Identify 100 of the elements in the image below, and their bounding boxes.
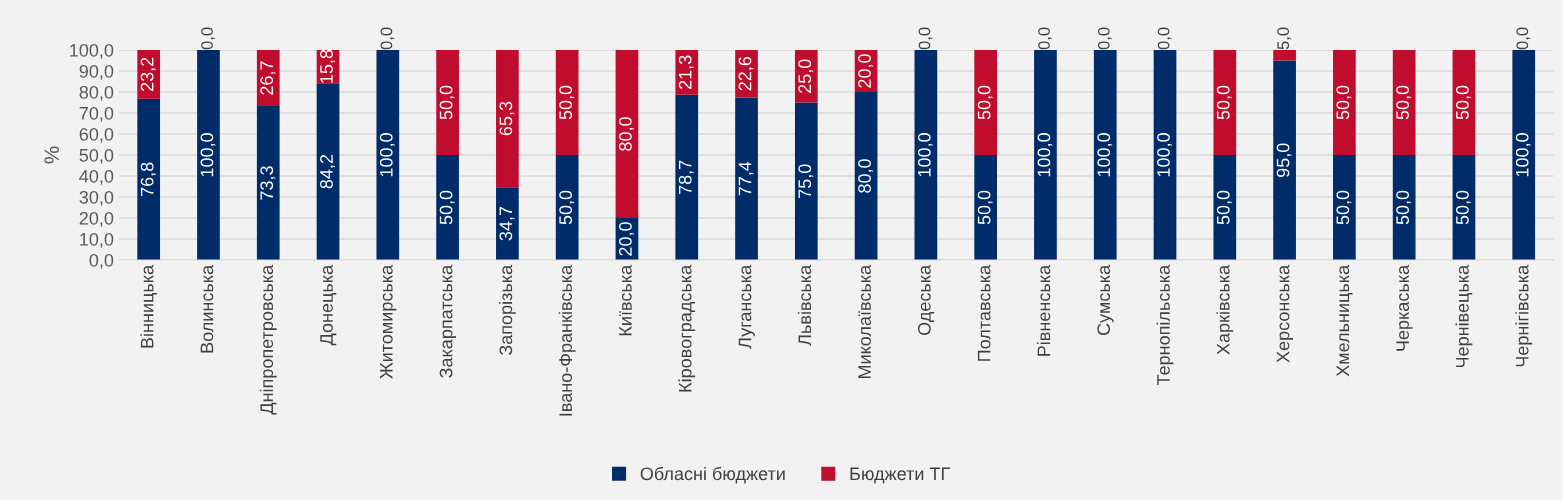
bar (735, 97, 758, 260)
x-tick-label: Івано-Франківська (558, 264, 576, 416)
data-label: 100,0 (1037, 133, 1053, 177)
data-label: 26,7 (260, 61, 276, 95)
data-label: 77,4 (738, 161, 754, 196)
bar (854, 92, 878, 260)
bar (197, 50, 220, 260)
data-label: 5,0 (1277, 27, 1292, 50)
data-label: 80,0 (858, 159, 874, 193)
x-tick-label: Одеська (917, 264, 935, 335)
bar (496, 50, 519, 188)
bar (137, 50, 161, 99)
bar (256, 50, 280, 107)
bar (316, 83, 340, 260)
data-label: 0,0 (918, 27, 933, 50)
bar (1392, 155, 1416, 260)
data-label: 100,0 (917, 133, 933, 177)
bar (1153, 50, 1177, 260)
data-label: 0,0 (380, 27, 395, 50)
data-label: 34,7 (499, 206, 515, 241)
bar (974, 155, 998, 260)
bar (1512, 50, 1536, 260)
x-tick-label: Закарпатська (439, 264, 457, 378)
y-tick-label: 0,0 (89, 253, 114, 269)
data-label: 100,0 (1097, 133, 1113, 177)
data-label: 50,0 (1216, 85, 1232, 120)
bar (1213, 50, 1237, 155)
x-tick-label: Херсонська (1276, 264, 1294, 363)
bar (1093, 50, 1117, 260)
legend-label: Бюджети ТГ (850, 467, 950, 484)
y-tick-label: 20,0 (79, 211, 114, 227)
bar (794, 50, 818, 103)
x-tick-label: Рівненська (1037, 264, 1051, 356)
bar (914, 50, 938, 260)
x-tick-label: Тернопільська (1156, 264, 1174, 386)
data-label: 84,2 (320, 154, 336, 189)
x-tick-label: Волинська (200, 264, 214, 353)
data-label: 20,0 (619, 222, 634, 256)
x-tick-label: Київська (619, 264, 632, 336)
data-label: 50,0 (1336, 85, 1352, 120)
data-label: 25,0 (798, 59, 814, 93)
data-label: 22,6 (738, 56, 754, 91)
bar (256, 106, 280, 260)
data-label: 65,3 (499, 101, 515, 136)
data-label: 100,0 (1515, 133, 1531, 177)
y-tick-label: 50,0 (79, 148, 114, 164)
y-tick-label: 60,0 (79, 127, 114, 143)
bar (675, 94, 699, 260)
x-tick-label: Чернівецька (1455, 264, 1473, 368)
data-label: 21,3 (678, 55, 694, 90)
y-tick-label: 30,0 (79, 190, 114, 206)
y-tick-label: 70,0 (79, 106, 114, 122)
data-label: 50,0 (1396, 85, 1412, 120)
data-label: 50,0 (439, 190, 455, 225)
bar (615, 50, 639, 218)
bar (436, 50, 459, 155)
data-label: 50,0 (1456, 190, 1471, 225)
data-label: 95,0 (1276, 143, 1292, 177)
data-label: 50,0 (559, 85, 575, 120)
x-tick-label: Харківська (1216, 264, 1234, 355)
bar (436, 155, 459, 260)
bar (496, 187, 519, 260)
x-tick-label: Львівська (797, 264, 812, 346)
data-label: 0,0 (201, 27, 215, 50)
x-tick-label: Житомирська (380, 264, 397, 379)
data-label: 100,0 (1157, 133, 1172, 177)
x-tick-label: Чернігівська (1515, 264, 1533, 367)
data-label: 100,0 (379, 133, 395, 177)
data-label: 76,8 (140, 162, 156, 196)
bar (1452, 155, 1476, 260)
x-tick-label: Кіровоградська (678, 264, 696, 392)
bar (555, 155, 579, 260)
data-label: 50,0 (1456, 85, 1471, 120)
data-label: 0,0 (1038, 27, 1052, 50)
legend-label: Обласні бюджети (640, 466, 785, 484)
data-label: 0,0 (1157, 27, 1172, 50)
y-tick-label: 10,0 (80, 232, 114, 248)
x-tick-label: Миколаївська (858, 264, 871, 378)
y-tick-label: 100,0 (70, 43, 114, 59)
bar (974, 50, 998, 155)
bar (1213, 155, 1237, 260)
bar (1392, 50, 1416, 155)
x-tick-label: Луганська (738, 264, 755, 349)
bar (555, 50, 579, 155)
bar (1273, 50, 1296, 61)
data-label: 23,2 (140, 57, 156, 92)
data-label: 50,0 (1396, 190, 1412, 225)
data-label: 0,0 (1516, 27, 1531, 50)
data-label: 15,8 (320, 49, 336, 83)
bar (1273, 60, 1296, 260)
y-tick-label: 80,0 (79, 85, 114, 101)
data-label: 80,0 (619, 117, 634, 151)
x-tick-label: Хмельницька (1336, 264, 1353, 377)
x-tick-label: Вінницька (140, 264, 157, 348)
bar (1034, 50, 1057, 260)
x-tick-label: Сумська (1097, 264, 1114, 335)
data-label: 50,0 (439, 85, 455, 120)
data-label: 75,0 (798, 164, 814, 198)
data-label: 20,0 (858, 54, 874, 88)
bar (794, 102, 818, 260)
